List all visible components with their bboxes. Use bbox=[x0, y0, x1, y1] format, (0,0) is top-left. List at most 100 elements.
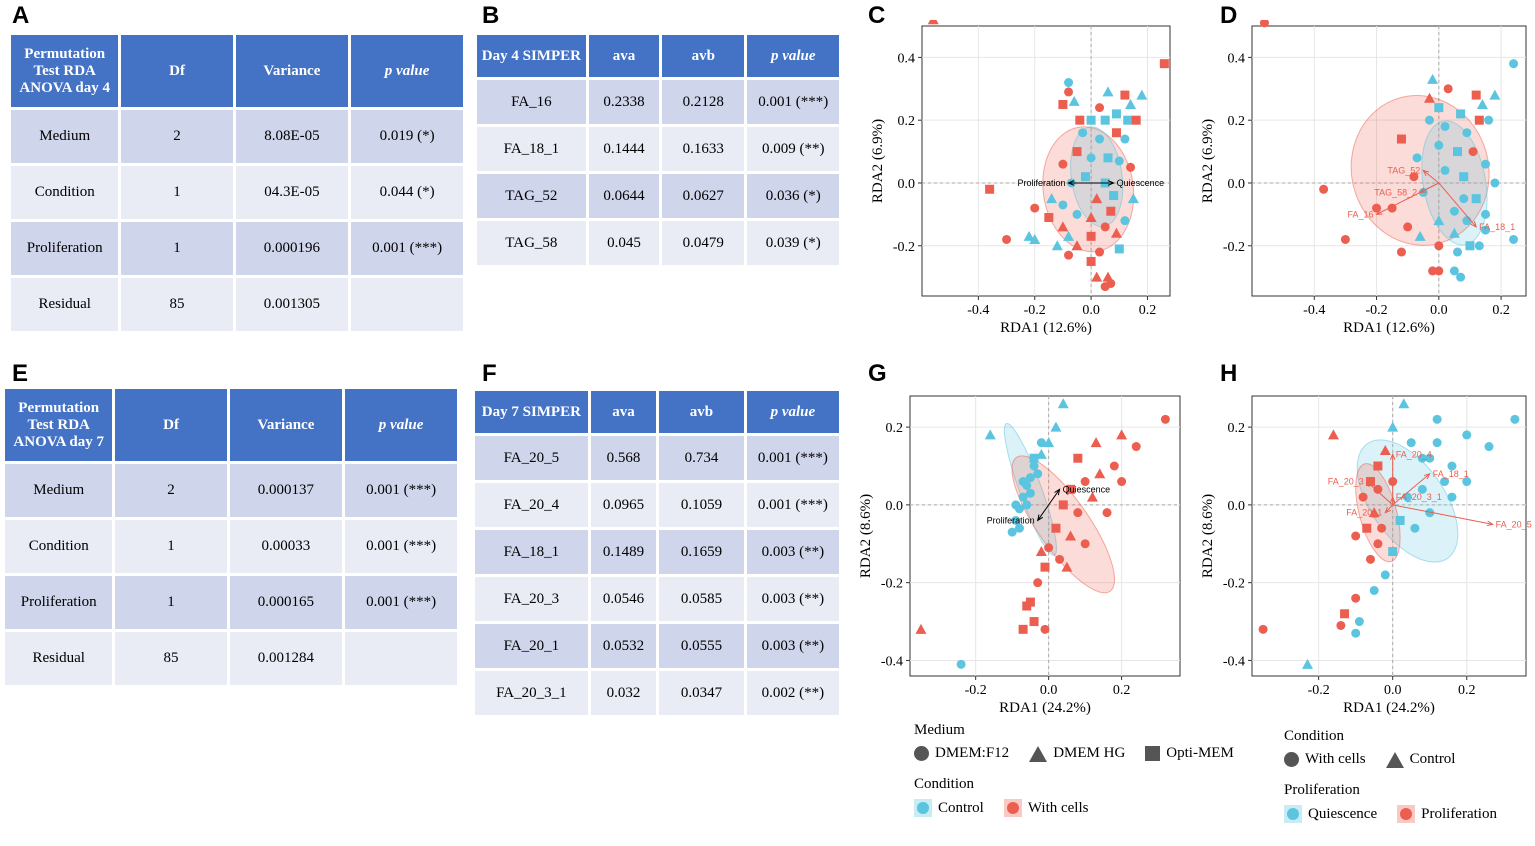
table-row: Condition 1 0.00033 0.001 (***) bbox=[5, 520, 457, 573]
panel-letter-c: C bbox=[868, 2, 886, 29]
legend-label: DMEM HG bbox=[1053, 745, 1126, 761]
table-header-cell: avb bbox=[659, 391, 744, 433]
data-point bbox=[1114, 156, 1124, 166]
arrow-head bbox=[1470, 221, 1478, 228]
table-cell: 0.001 (***) bbox=[345, 576, 457, 629]
table-cell: Condition bbox=[11, 166, 119, 219]
data-point bbox=[1030, 203, 1040, 213]
x-axis-label: RDA1 (24.2%) bbox=[999, 700, 1091, 716]
y-tick-label: 0.4 bbox=[898, 51, 916, 66]
table-row: Proliferation 1 0.000196 0.001 (***) bbox=[11, 222, 463, 275]
data-point bbox=[1035, 448, 1047, 459]
data-point bbox=[1091, 271, 1103, 282]
table-cell: 0.568 bbox=[590, 436, 657, 480]
y-tick-label: -0.2 bbox=[881, 577, 903, 592]
table-cell: 0.019 (*) bbox=[351, 110, 463, 163]
data-point bbox=[1417, 453, 1427, 463]
x-axis-label: RDA1 (24.2%) bbox=[1343, 700, 1435, 716]
y-axis-label: RDA2 (6.9%) bbox=[870, 119, 886, 203]
table-cell: 0.036 (*) bbox=[747, 174, 839, 218]
blue-dot-icon bbox=[914, 799, 932, 817]
data-point bbox=[1086, 491, 1098, 502]
legend-item-dmem-hg: DMEM HG bbox=[1029, 745, 1125, 762]
data-point bbox=[1111, 128, 1121, 138]
data-point bbox=[1468, 147, 1478, 157]
data-point bbox=[1116, 429, 1128, 440]
table-cell: 0.1489 bbox=[590, 530, 657, 574]
data-point bbox=[1058, 159, 1068, 169]
triangle-icon bbox=[1385, 751, 1404, 768]
table-cell: 0.1659 bbox=[659, 530, 744, 574]
data-point bbox=[1481, 209, 1491, 219]
data-point bbox=[1365, 554, 1375, 564]
data-point bbox=[1086, 231, 1096, 241]
blue-dot-icon bbox=[1284, 805, 1302, 823]
table-cell: 2 bbox=[115, 464, 227, 517]
table-cell: 0.0965 bbox=[590, 483, 657, 527]
arrow-head bbox=[1067, 180, 1075, 186]
data-point bbox=[1373, 539, 1383, 549]
data-point bbox=[1424, 115, 1434, 125]
data-point bbox=[1064, 78, 1074, 88]
legend-label: DMEM:F12 bbox=[935, 745, 1010, 761]
arrow-head bbox=[1486, 520, 1494, 527]
data-point bbox=[1489, 89, 1501, 100]
table-row: Condition 1 04.3E-05 0.044 (*) bbox=[11, 166, 463, 219]
legend-row-proliferation: Quiescence Proliferation bbox=[1284, 805, 1511, 823]
table-cell: 0.1444 bbox=[588, 127, 660, 171]
table-cell: FA_20_3_1 bbox=[475, 671, 588, 715]
table-cell: 0.0546 bbox=[590, 577, 657, 621]
table-cell: 0.0555 bbox=[659, 624, 744, 668]
data-point bbox=[1474, 115, 1484, 125]
ellipse-with-cells bbox=[1011, 455, 1116, 594]
legend-item-opti-mem: Opti-MEM bbox=[1145, 745, 1234, 762]
y-tick-label: 0.0 bbox=[886, 499, 904, 514]
data-point bbox=[1090, 437, 1102, 448]
table-row: TAG_58 0.045 0.0479 0.039 (*) bbox=[477, 221, 839, 265]
data-point bbox=[1050, 421, 1062, 432]
data-point bbox=[1085, 212, 1097, 223]
arrow-head bbox=[1365, 480, 1373, 488]
arrow-label: Quiescence bbox=[1117, 178, 1165, 188]
table-cell: 0.0347 bbox=[659, 671, 744, 715]
data-point bbox=[1476, 98, 1488, 109]
data-point bbox=[1319, 184, 1329, 194]
legend-label: Quiescence bbox=[1308, 805, 1378, 822]
arrow-head bbox=[1036, 514, 1044, 522]
data-point bbox=[1094, 468, 1106, 479]
data-point bbox=[1110, 227, 1122, 238]
table-cell: 0.0532 bbox=[590, 624, 657, 668]
data-point bbox=[1095, 134, 1105, 144]
rda-plot-c: -0.4 -0.2 0.0 0.2 -0.2 0.0 0.2 0.4 RDA1 (12.6%) R… bbox=[870, 20, 1171, 336]
data-point bbox=[1403, 222, 1413, 232]
table-header-cell: p value bbox=[351, 35, 463, 107]
table-row: Residual 85 0.001284 bbox=[5, 632, 457, 685]
data-point bbox=[1434, 140, 1444, 150]
table-cell: 0.000165 bbox=[229, 576, 343, 629]
circle-icon bbox=[914, 746, 929, 761]
legend-label: Proliferation bbox=[1421, 805, 1497, 822]
data-point bbox=[1448, 227, 1460, 238]
y-axis-label: RDA2 (6.9%) bbox=[1200, 119, 1216, 203]
legend-label: Opti-MEM bbox=[1166, 745, 1234, 761]
data-point bbox=[1336, 620, 1346, 630]
arrow-label: FA_20_1 bbox=[1346, 508, 1382, 518]
data-point bbox=[1377, 523, 1387, 533]
y-tick-label: 0.0 bbox=[898, 177, 916, 192]
data-point bbox=[1125, 98, 1137, 109]
data-point bbox=[1490, 178, 1500, 188]
panel-letter-a: A bbox=[12, 2, 30, 29]
table-cell: 0.001284 bbox=[229, 632, 343, 685]
x-tick-label: 0.2 bbox=[1458, 683, 1476, 698]
table-cell: 8.08E-05 bbox=[235, 110, 349, 163]
data-point bbox=[1428, 266, 1438, 276]
table-cell: 0.2338 bbox=[588, 80, 660, 124]
x-axis-label: RDA1 (12.6%) bbox=[1000, 320, 1092, 336]
data-point bbox=[1410, 523, 1420, 533]
data-point bbox=[1510, 414, 1520, 424]
data-point bbox=[1449, 266, 1459, 276]
data-point bbox=[1071, 240, 1083, 251]
table-cell: Medium bbox=[11, 110, 119, 163]
data-point bbox=[915, 623, 927, 634]
table-cell: Proliferation bbox=[11, 222, 119, 275]
